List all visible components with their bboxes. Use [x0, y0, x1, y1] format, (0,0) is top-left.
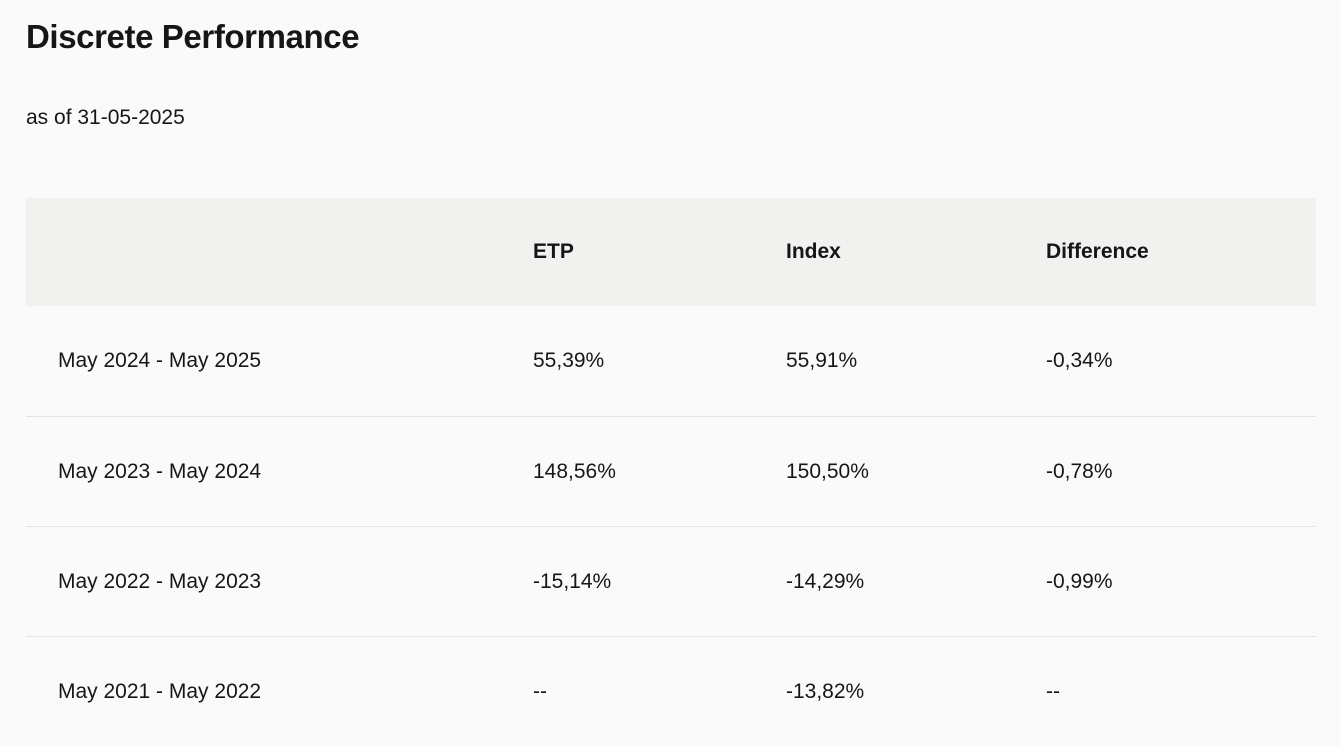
column-header-etp: ETP [533, 240, 574, 263]
table-row: May 2023 - May 2024 148,56% 150,50% -0,7… [26, 416, 1316, 526]
as-of-date: as of 31-05-2025 [26, 106, 185, 129]
difference-cell: -0,99% [1046, 569, 1113, 593]
table-body: May 2024 - May 2025 55,39% 55,91% -0,34%… [26, 306, 1316, 746]
index-cell: -13,82% [786, 679, 865, 703]
etp-cell: -15,14% [533, 569, 612, 593]
period-cell: May 2021 - May 2022 [58, 679, 262, 703]
index-cell: -14,29% [786, 569, 865, 593]
column-header-difference: Difference [1046, 240, 1149, 263]
etp-cell: -- [533, 679, 547, 703]
difference-cell: -0,34% [1046, 349, 1113, 372]
difference-cell: -- [1046, 679, 1060, 703]
table-row: May 2022 - May 2023 -15,14% -14,29% -0,9… [26, 526, 1316, 636]
table-row: May 2021 - May 2022 -- -13,82% -- [26, 636, 1316, 746]
etp-cell: 55,39% [533, 349, 605, 372]
index-cell: 150,50% [786, 459, 869, 483]
period-cell: May 2022 - May 2023 [58, 569, 262, 593]
table-row: May 2024 - May 2025 55,39% 55,91% -0,34% [26, 306, 1316, 416]
period-cell: May 2024 - May 2025 [58, 349, 262, 372]
page-title: Discrete Performance [26, 18, 360, 55]
difference-cell: -0,78% [1046, 459, 1113, 483]
table-header-row: ETP Index Difference [26, 198, 1316, 306]
discrete-performance-table: ETP Index Difference May 2024 - May 2025… [26, 198, 1316, 746]
column-header-index: Index [786, 240, 841, 263]
period-cell: May 2023 - May 2024 [58, 459, 262, 483]
index-cell: 55,91% [786, 349, 858, 372]
etp-cell: 148,56% [533, 459, 616, 483]
